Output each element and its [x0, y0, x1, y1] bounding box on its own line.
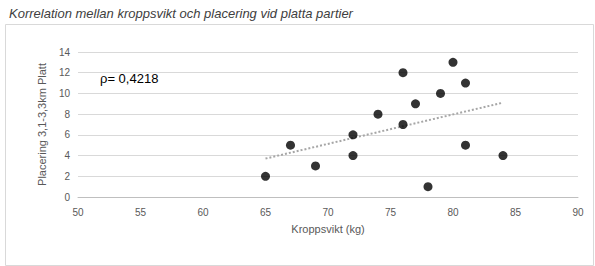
svg-text:55: 55: [135, 207, 147, 218]
svg-text:10: 10: [59, 88, 71, 99]
svg-text:0: 0: [64, 192, 70, 203]
svg-text:12: 12: [59, 67, 71, 78]
svg-text:65: 65: [260, 207, 272, 218]
svg-text:ρ= 0,4218: ρ= 0,4218: [100, 71, 158, 86]
svg-text:14: 14: [59, 47, 71, 58]
svg-text:70: 70: [322, 207, 334, 218]
svg-text:Placering 3,1-3,3km Platt: Placering 3,1-3,3km Platt: [36, 63, 48, 186]
svg-text:75: 75: [385, 207, 397, 218]
svg-text:2: 2: [64, 171, 70, 182]
svg-text:Korrelation mellan kroppsvikt: Korrelation mellan kroppsvikt och placer…: [9, 6, 354, 21]
svg-text:60: 60: [197, 207, 209, 218]
svg-text:8: 8: [64, 109, 70, 120]
svg-text:50: 50: [72, 207, 84, 218]
svg-text:85: 85: [510, 207, 522, 218]
svg-text:6: 6: [64, 129, 70, 140]
svg-text:4: 4: [64, 150, 70, 161]
svg-text:80: 80: [447, 207, 459, 218]
svg-text:Kroppsvikt (kg): Kroppsvikt (kg): [291, 223, 364, 235]
svg-text:90: 90: [572, 207, 584, 218]
